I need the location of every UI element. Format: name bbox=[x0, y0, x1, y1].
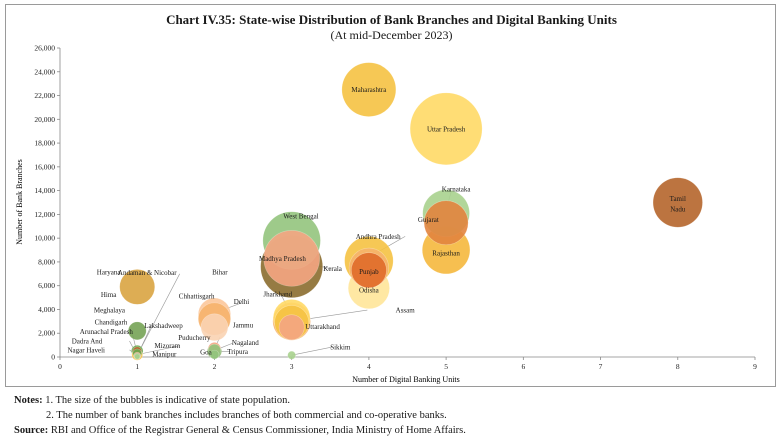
y-tick-label: 10,000 bbox=[34, 234, 55, 243]
y-axis-label: Number of Bank Branches bbox=[15, 159, 24, 245]
bubble-label: Andaman & Nicobar bbox=[118, 269, 177, 277]
y-tick-label: 20,000 bbox=[34, 115, 55, 124]
chart-subtitle: (At mid-December 2023) bbox=[330, 28, 453, 42]
note-2: 2. The number of bank branches includes … bbox=[46, 410, 447, 421]
bubble-label: Jharkhand bbox=[263, 291, 292, 299]
axis-grid: 0 2,000 4,000 6,000 8,000 10,000 12,000 14,000 1… bbox=[34, 44, 757, 372]
y-tick-label: 24,000 bbox=[34, 67, 55, 76]
bubble-label: Nagar Haveli bbox=[67, 346, 105, 354]
bubble-label: Dadra And bbox=[72, 337, 103, 345]
note-1-text: 1. The size of the bubbles is indicative… bbox=[45, 395, 290, 406]
y-tick-label: 0 bbox=[51, 353, 55, 362]
bubble-label: Arunachal Pradesh bbox=[80, 328, 134, 336]
leader-line bbox=[136, 273, 180, 356]
bubble-madhya-pradesh bbox=[263, 230, 320, 287]
bubble-label: Goa bbox=[200, 349, 213, 357]
x-tick-label: 8 bbox=[676, 362, 680, 371]
leader-line bbox=[291, 346, 333, 356]
bubble-label: Lakshadweep bbox=[144, 322, 183, 330]
bubble-himachal-pradesh bbox=[127, 321, 147, 341]
bubble-label: Tripura bbox=[227, 348, 249, 356]
x-tick-label: 2 bbox=[213, 362, 217, 371]
bubble-label: Delhi bbox=[234, 298, 250, 306]
bubble-label: Haryana bbox=[97, 269, 122, 277]
y-tick-label: 4,000 bbox=[38, 305, 55, 314]
y-tick-label: 14,000 bbox=[34, 186, 55, 195]
bubble-label: Andhra Pradesh bbox=[356, 233, 401, 241]
bubble-label: Puducherry bbox=[178, 334, 211, 342]
bubbles bbox=[119, 62, 703, 361]
x-tick-label: 6 bbox=[521, 362, 525, 371]
bubble-mizoram bbox=[209, 349, 220, 360]
y-tick-label: 18,000 bbox=[34, 139, 55, 148]
bubble-label: West Bengal bbox=[283, 213, 318, 221]
x-tick-label: 7 bbox=[599, 362, 603, 371]
notes-label: Notes: bbox=[14, 395, 43, 406]
x-tick-label: 0 bbox=[58, 362, 62, 371]
note-1: Notes: 1. The size of the bubbles is ind… bbox=[14, 395, 290, 406]
source-text: RBI and Office of the Registrar General … bbox=[50, 425, 466, 436]
bubble-label: Hima bbox=[101, 291, 117, 299]
bubble-label: Bihar bbox=[212, 269, 228, 277]
bubble-label: Sikkim bbox=[330, 343, 351, 351]
chart-frame bbox=[5, 4, 776, 387]
bubble-label: Nagaland bbox=[232, 339, 259, 347]
leader-line bbox=[137, 345, 180, 355]
bubble-tamil-nadu bbox=[652, 177, 703, 228]
bubble-lakshadweep bbox=[134, 353, 141, 360]
bubble-sikkim bbox=[287, 350, 297, 360]
bubble-label: Chandigarh bbox=[95, 318, 128, 326]
y-tick-label: 26,000 bbox=[34, 44, 55, 53]
x-tick-label: 9 bbox=[753, 362, 757, 371]
y-tick-label: 2,000 bbox=[38, 329, 55, 338]
bubble-label: Odisha bbox=[359, 286, 380, 294]
bubble-maharashtra bbox=[341, 62, 397, 117]
bubble-label: Gujarat bbox=[418, 216, 439, 224]
y-tick-label: 12,000 bbox=[34, 210, 55, 219]
note-2-text: 2. The number of bank branches includes … bbox=[46, 410, 447, 421]
bubble-label: Jammu bbox=[233, 321, 254, 329]
bubble-uttarakhand bbox=[278, 314, 305, 341]
source-label: Source: bbox=[14, 425, 49, 436]
bubble-uttar-pradesh bbox=[409, 92, 483, 166]
bubble-label: Uttar Pradesh bbox=[427, 125, 466, 133]
bubble-gujarat bbox=[423, 200, 469, 246]
x-tick-label: 4 bbox=[367, 362, 371, 371]
y-tick-label: 22,000 bbox=[34, 91, 55, 100]
x-tick-label: 1 bbox=[135, 362, 139, 371]
bubble-haryana bbox=[119, 269, 156, 305]
bubble-punjab bbox=[351, 252, 387, 289]
bubble-label: Rajasthan bbox=[432, 250, 460, 258]
bubble-chart: 0 2,000 4,000 6,000 8,000 10,000 12,000 14,000 1… bbox=[15, 44, 757, 385]
bubble-labels: Maharashtra Uttar Pradesh Tamil Nadu Karnata… bbox=[67, 86, 685, 358]
source-note: Source: RBI and Office of the Registrar … bbox=[14, 425, 466, 436]
bubble-label: Kerala bbox=[323, 265, 343, 273]
y-tick-label: 6,000 bbox=[38, 281, 55, 290]
bubble-label: Manipur bbox=[152, 351, 177, 359]
y-tick-label: 8,000 bbox=[38, 257, 55, 266]
bubble-label: Mizoram bbox=[155, 342, 181, 350]
bubble-label: Tamil bbox=[670, 195, 686, 203]
bubble-jammu bbox=[200, 313, 229, 342]
bubble-label: Assam bbox=[396, 307, 416, 315]
bubble-label: Karnataka bbox=[442, 185, 472, 193]
chart-title: Chart IV.35: State-wise Distribution of … bbox=[166, 12, 617, 27]
bubble-label: Maharashtra bbox=[351, 86, 387, 94]
bubble-label: Punjab bbox=[359, 268, 379, 276]
bubble-label: Madhya Pradesh bbox=[259, 255, 306, 263]
y-tick-label: 16,000 bbox=[34, 162, 55, 171]
bubble-label: Meghalaya bbox=[94, 307, 126, 315]
bubble-label: Uttarakhand bbox=[305, 323, 340, 331]
x-axis-label: Number of Digital Banking Units bbox=[352, 375, 460, 384]
x-tick-label: 5 bbox=[444, 362, 448, 371]
bubble-label: Nadu bbox=[670, 206, 686, 214]
bubble-label: Chhattisgarh bbox=[179, 292, 215, 300]
x-tick-label: 3 bbox=[290, 362, 294, 371]
